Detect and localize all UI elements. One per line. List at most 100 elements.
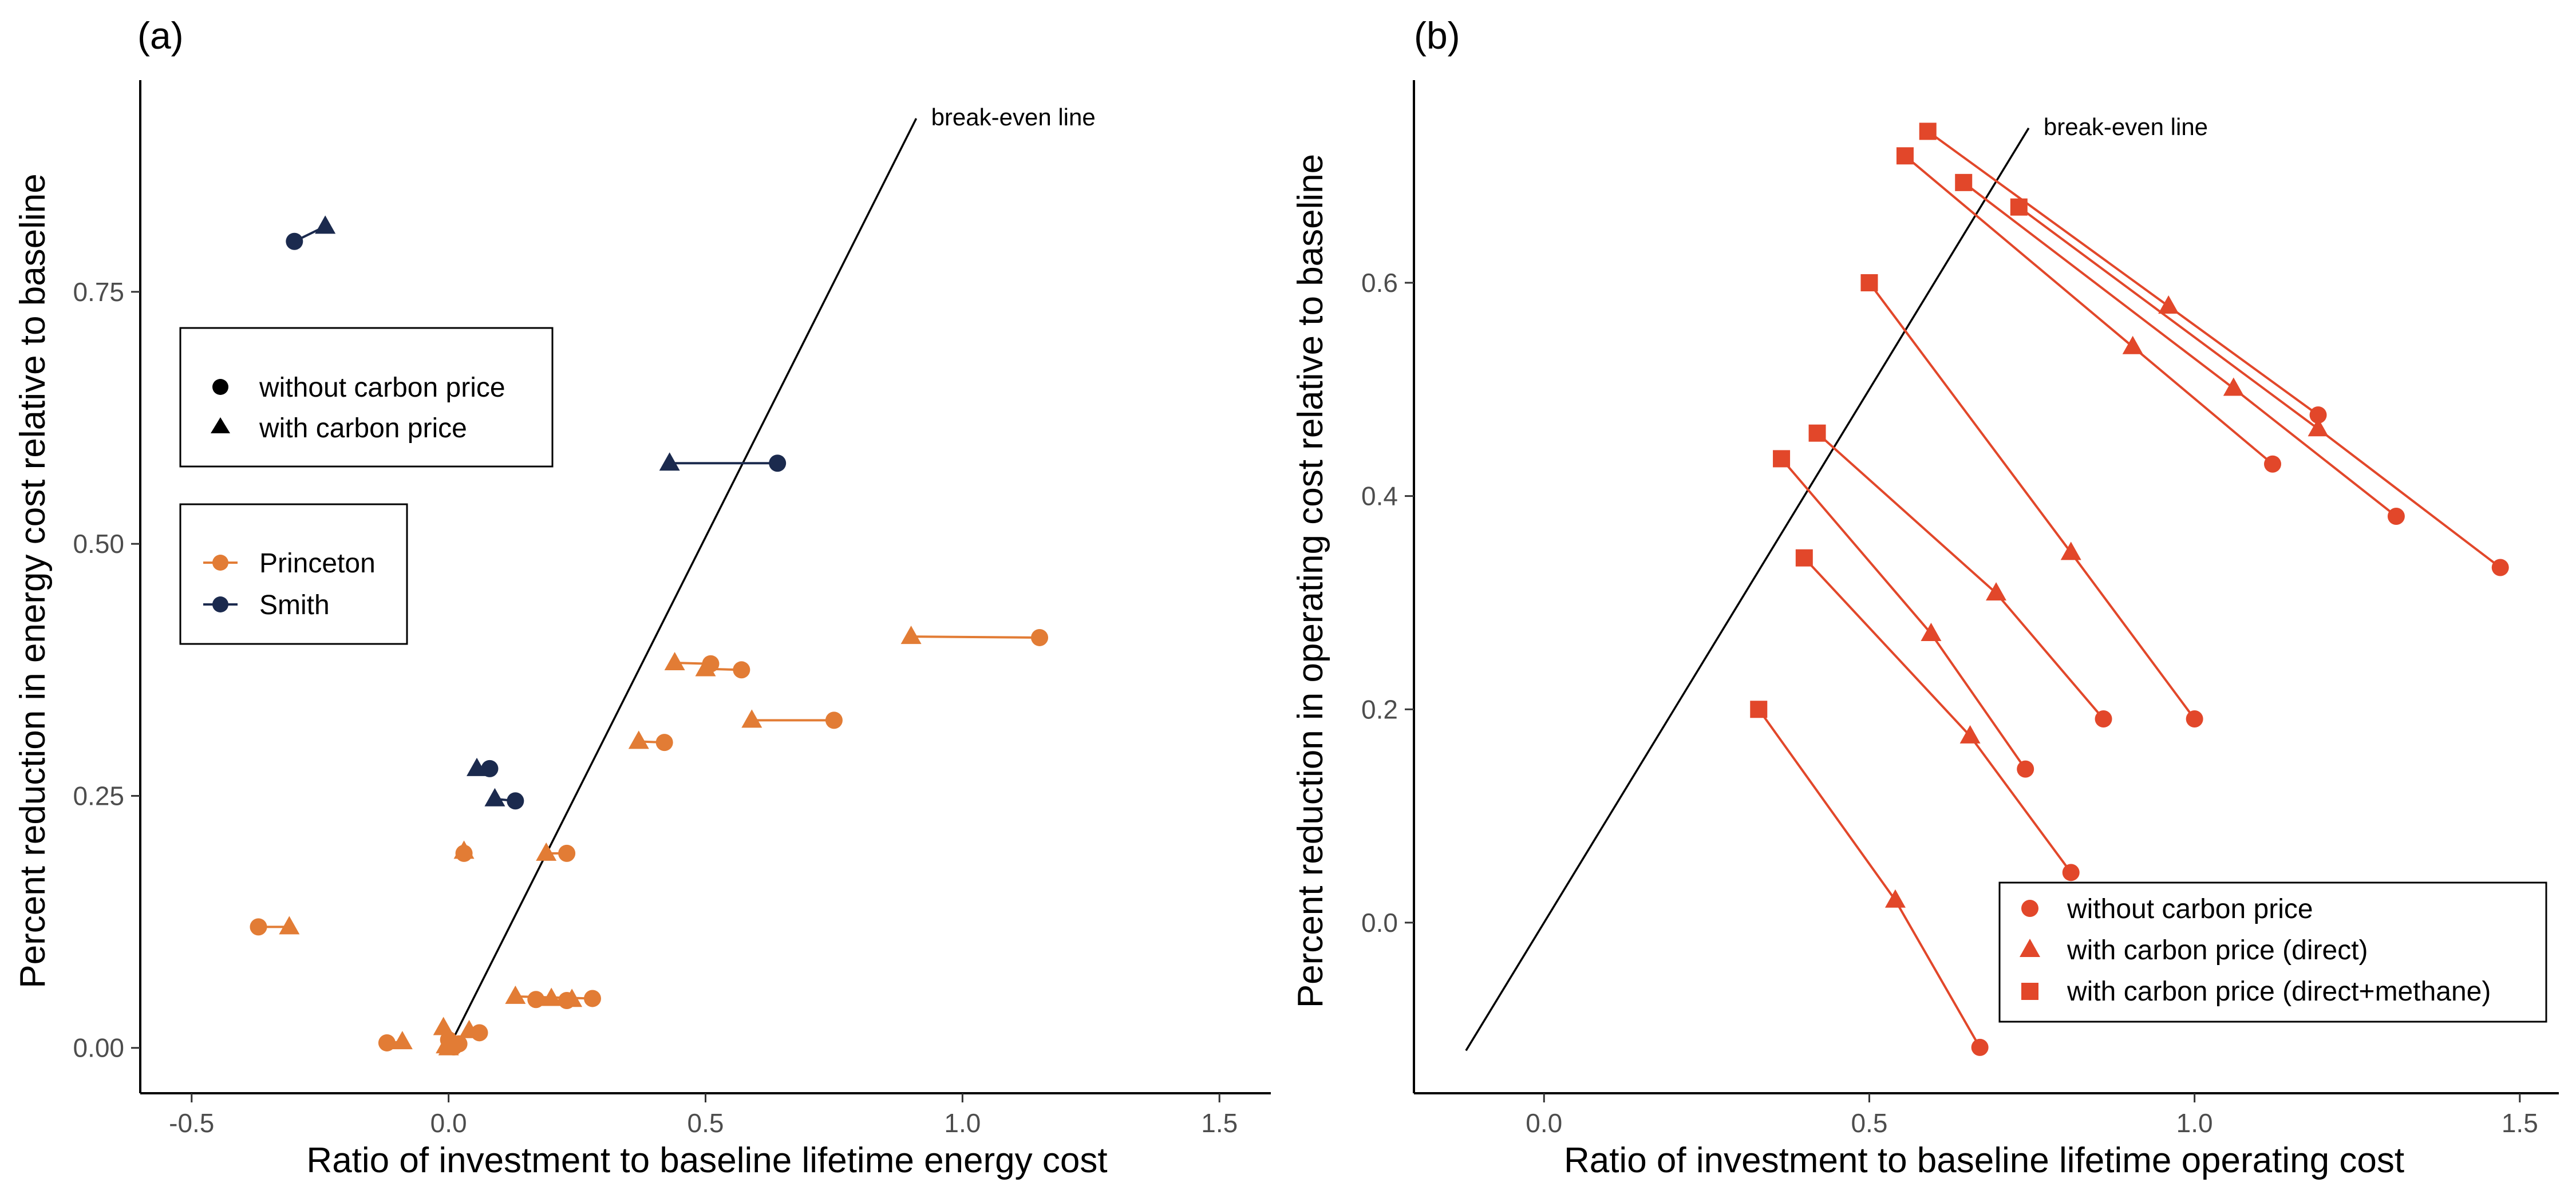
point-without-carbon: [2387, 508, 2405, 525]
princeton-point-with-carbon: [453, 840, 475, 859]
princeton-point-without-carbon: [1031, 628, 1049, 646]
connector-methane-direct: [1757, 709, 1897, 901]
x-tick-label: 0.5: [1851, 1108, 1887, 1138]
point-without-carbon: [2491, 559, 2509, 576]
smith-point-with-carbon: [484, 788, 505, 806]
connector-direct-without: [2317, 428, 2501, 569]
connector-direct-without: [1995, 592, 2105, 720]
point-without-carbon: [2186, 710, 2203, 728]
x-tick-label: 1.0: [944, 1108, 981, 1138]
connector-methane-direct: [2018, 206, 2319, 430]
princeton-point-with-carbon: [392, 1031, 413, 1050]
point-without-carbon: [1971, 1038, 1989, 1056]
legend-with-carbon-label: with carbon price: [259, 413, 467, 444]
point-carbon-direct: [2158, 295, 2179, 314]
y-tick-label: 0.0: [1361, 908, 1398, 938]
point-carbon-direct-methane: [1860, 274, 1878, 291]
panel-b-break-even-line: [1465, 127, 2030, 1051]
x-tick-label: 1.5: [2502, 1108, 2538, 1138]
point-without-carbon: [2095, 710, 2112, 728]
smith-point-without-carbon: [507, 792, 524, 810]
princeton-point-without-carbon: [527, 991, 545, 1009]
point-without-carbon: [2309, 406, 2327, 424]
legend-b-square-symbol: [2021, 983, 2038, 1000]
princeton-point-with-carbon: [562, 989, 583, 1007]
princeton-point-with-carbon: [541, 987, 562, 1006]
smith-point-with-carbon: [315, 215, 336, 234]
princeton-point-without-carbon: [584, 990, 601, 1007]
point-carbon-direct: [2223, 377, 2244, 396]
x-tick-label: 1.5: [1201, 1108, 1238, 1138]
panel-b-y-axis-title: Percent reduction in operating cost rela…: [1291, 154, 1330, 1008]
point-carbon-direct: [1986, 582, 2007, 601]
connector-direct-without: [1930, 632, 2026, 770]
connector-direct-without: [2168, 305, 2319, 416]
connector-direct-without: [2233, 387, 2397, 517]
legend-smith-label: Smith: [259, 590, 330, 620]
panel-a-shape-legend-box: [179, 327, 554, 468]
connector-direct-without: [2070, 552, 2196, 720]
legend-triangle-symbol: [211, 417, 230, 433]
panel-a-color-legend-box: [179, 503, 408, 645]
connector-methane-direct: [1816, 432, 1997, 594]
point-carbon-direct-methane: [2010, 198, 2028, 216]
connector-methane-direct: [1868, 282, 2072, 553]
panel-b-legend-box: [1998, 881, 2547, 1023]
panel-a-ticks: -0.5 0.0 0.5 1.0 1.5 0.00 0.25 0.50 0.75: [73, 277, 1238, 1138]
panel-a-marks: [250, 215, 1049, 1055]
point-carbon-direct: [2060, 541, 2081, 560]
panel-a-label: (a): [137, 14, 184, 57]
legend-smith-symbol: [212, 596, 228, 612]
point-carbon-direct-methane: [1808, 424, 1826, 442]
y-tick-label: 0.4: [1361, 481, 1398, 511]
connector-methane-direct: [1963, 181, 2235, 390]
x-tick-label: 0.0: [430, 1108, 467, 1138]
princeton-point-without-carbon: [250, 918, 267, 936]
panel-a-color-legend: Princeton Smith: [179, 503, 408, 645]
princeton-point-with-carbon: [664, 651, 685, 670]
legend-b-triangle-symbol: [2020, 939, 2040, 957]
point-carbon-direct-methane: [1955, 173, 1973, 191]
princeton-point-without-carbon: [378, 1034, 396, 1051]
point-carbon-direct-methane: [1750, 701, 1768, 718]
legend-b-direct-label: with carbon price (direct): [2067, 935, 2368, 966]
y-tick-label: 0.6: [1361, 268, 1398, 298]
panel-a-break-even-label: break-even line: [931, 104, 1096, 131]
point-carbon-direct: [1921, 622, 1942, 641]
y-tick-label: 0.2: [1361, 694, 1398, 724]
panel-b: (b) Ratio of investment to baseline life…: [1291, 14, 2559, 1180]
smith-point-with-carbon: [659, 452, 680, 471]
smith-point-without-carbon: [481, 760, 499, 777]
legend-princeton-symbol: [212, 555, 228, 571]
panel-b-label: (b): [1414, 14, 1460, 57]
princeton-point-with-carbon: [505, 985, 526, 1004]
smith-point-with-carbon: [467, 757, 488, 776]
princeton-point-without-carbon: [655, 734, 673, 752]
princeton-point-without-carbon: [702, 655, 720, 673]
panel-a-break-even: break-even line: [448, 104, 1096, 1049]
smith-point-without-carbon: [769, 454, 787, 472]
legend-princeton-label: Princeton: [259, 548, 376, 579]
point-without-carbon: [2017, 760, 2034, 778]
x-tick-label: 1.0: [2176, 1108, 2213, 1138]
legend-circle-symbol: [212, 379, 228, 395]
princeton-point-with-carbon: [438, 1037, 459, 1055]
connector-direct-without: [1894, 899, 1981, 1048]
y-tick-label: 0.00: [73, 1033, 124, 1063]
panel-b-marks: [1750, 122, 2509, 1056]
panel-a-break-even-line: [448, 118, 918, 1049]
x-tick-label: 0.5: [688, 1108, 724, 1138]
panel-b-legend: without carbon price with carbon price (…: [1998, 881, 2547, 1023]
panel-a-shape-legend: without carbon price with carbon price: [179, 327, 554, 468]
legend-b-methane-label: with carbon price (direct+methane): [2067, 976, 2491, 1007]
princeton-point-without-carbon: [558, 844, 576, 862]
connector-direct-without: [1969, 735, 2072, 873]
connector-methane-direct: [1904, 155, 2134, 348]
panel-a-x-axis-title: Ratio of investment to baseline lifetime…: [306, 1141, 1107, 1180]
princeton-point-with-carbon: [900, 626, 922, 645]
princeton-point-with-carbon: [279, 916, 300, 935]
panel-b-break-even: break-even line: [1465, 113, 2208, 1051]
y-tick-label: 0.25: [73, 781, 124, 810]
connector-methane-direct: [1780, 458, 1932, 635]
legend-b-without-label: without carbon price: [2067, 894, 2313, 924]
